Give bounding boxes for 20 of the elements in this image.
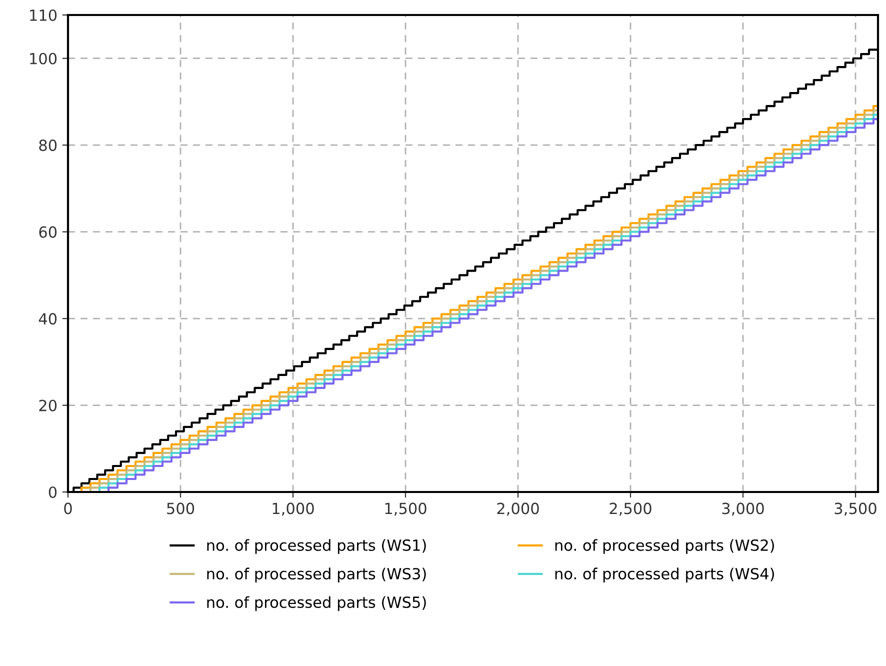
x-tick-label: 2,500 [610, 502, 652, 516]
x-tick-label: 1,500 [385, 502, 426, 516]
y-tick-label: 20 [39, 400, 57, 412]
x-tick-label: 2,000 [497, 502, 539, 516]
x-tick-label: 3,000 [722, 502, 764, 516]
x-tick-label: 3,500 [834, 502, 876, 516]
legend-label: no. of processed parts (WS3) [207, 568, 426, 582]
y-tick-label: 100 [30, 52, 57, 64]
legend-label: no. of processed parts (WS2) [555, 539, 774, 554]
y-tick-label: 60 [39, 226, 57, 238]
x-tick-label: 0 [64, 502, 72, 514]
legend-label: no. of processed parts (WS1) [207, 539, 426, 554]
legend-label: no. of processed parts (WS4) [555, 568, 774, 582]
y-tick-label: 0 [48, 486, 57, 498]
y-tick-label: 40 [38, 313, 57, 325]
y-tick-label: 80 [39, 140, 57, 152]
y-tick-label: 110 [30, 9, 57, 22]
legend-label: no. of processed parts (WS5) [207, 596, 426, 611]
x-tick-label: 1,000 [272, 502, 314, 516]
x-tick-label: 500 [167, 502, 194, 514]
